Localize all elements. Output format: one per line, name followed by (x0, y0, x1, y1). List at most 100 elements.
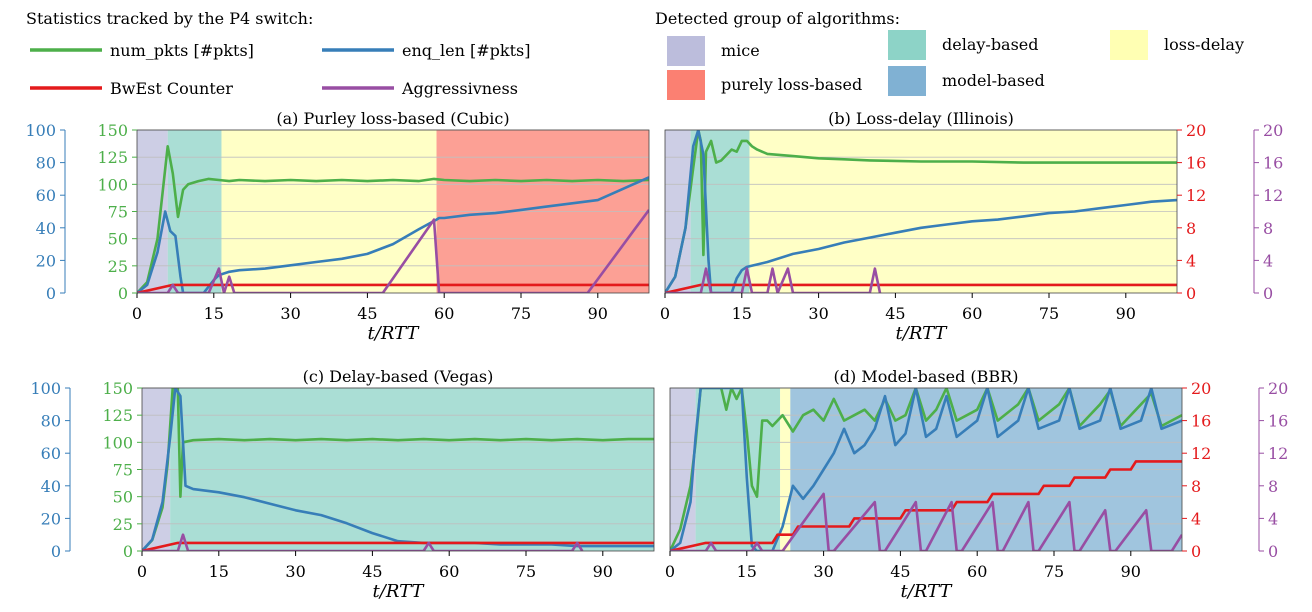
x-tick-label: 75 (511, 304, 531, 323)
y-tick-label-bwest: 12 (1191, 444, 1211, 463)
legend-swatch (1110, 30, 1148, 60)
y-tick-label-enq-len: 100 (30, 379, 61, 398)
stats-legend-title: Statistics tracked by the P4 switch: (26, 9, 313, 28)
x-tick-label: 15 (732, 304, 752, 323)
y-tick-label-enq-len: 40 (36, 219, 56, 238)
y-tick-label-bwest: 20 (1186, 121, 1206, 140)
legend-label: mice (721, 41, 760, 60)
y-tick-label-enq-len: 60 (36, 186, 56, 205)
y-tick-label-aggr: 12 (1268, 444, 1288, 463)
stats-legend-item: num_pkts [#pkts] (30, 41, 254, 60)
y-tick-label-num-pkts: 50 (113, 488, 133, 507)
plot-frame (664, 129, 1178, 294)
y-tick-label-aggr: 8 (1263, 219, 1273, 238)
y-tick-label-num-pkts: 125 (102, 406, 133, 425)
y-tick-label-enq-len: 40 (41, 477, 61, 496)
x-axis-label: t/RTT (901, 581, 954, 602)
series-group (665, 130, 1177, 293)
x-tick-label: 0 (660, 304, 670, 323)
series-num_pkts (137, 145, 649, 293)
groups-legend-item: mice (667, 36, 760, 66)
x-axis-label: t/RTT (373, 581, 426, 602)
series-aggr (670, 492, 1182, 551)
legend-swatch (888, 30, 926, 60)
x-tick-label: 30 (280, 304, 300, 323)
y-tick-label-num-pkts: 150 (102, 379, 133, 398)
y-tick-label-bwest: 20 (1191, 379, 1211, 398)
y-tick-label-aggr: 20 (1263, 121, 1283, 140)
groups-legend-item: purely loss-based (667, 70, 862, 100)
y-tick-label-num-pkts: 125 (97, 148, 128, 167)
x-tick-label: 75 (1039, 304, 1059, 323)
y-tick-label-aggr: 4 (1268, 509, 1278, 528)
legend-swatch (667, 36, 705, 66)
chart-title: (d) Model-based (BBR) (834, 367, 1019, 386)
y-tick-label-aggr: 16 (1268, 412, 1288, 431)
y-tick-label-enq-len: 0 (51, 542, 61, 561)
x-tick-label: 90 (588, 304, 608, 323)
y-tick-label-num-pkts: 0 (118, 284, 128, 303)
y-tick-label-aggr: 0 (1268, 542, 1278, 561)
x-axis-label: t/RTT (896, 323, 949, 344)
x-tick-label: 75 (1044, 562, 1064, 581)
y-tick-label-bwest: 16 (1186, 154, 1206, 173)
chart-title: (b) Loss-delay (Illinois) (828, 109, 1014, 128)
chart-panel: (d) Model-based (BBR) 0 15 30 45 60 75 90 t/RTT 0… (665, 367, 1288, 602)
x-tick-label: 30 (808, 304, 828, 323)
legend-label: purely loss-based (721, 75, 862, 94)
series-group (670, 388, 1182, 551)
legend-swatch (888, 66, 926, 96)
groups-legend-item: loss-delay (1110, 30, 1244, 60)
x-axis-label: t/RTT (368, 323, 421, 344)
x-tick-label: 45 (885, 304, 905, 323)
chart-title: (c) Delay-based (Vegas) (303, 367, 494, 386)
y-tick-label-num-pkts: 100 (102, 433, 133, 452)
x-tick-label: 0 (665, 562, 675, 581)
series-num_pkts (142, 388, 654, 551)
stats-legend-item: Aggressivness (322, 79, 518, 98)
series-group (142, 388, 654, 551)
stats-legend-item: enq_len [#pkts] (322, 41, 530, 60)
series-bwest (670, 460, 1182, 551)
y-tick-label-bwest: 4 (1186, 251, 1196, 270)
y-tick-label-aggr: 20 (1268, 379, 1288, 398)
y-tick-label-aggr: 16 (1263, 154, 1283, 173)
x-tick-label: 90 (593, 562, 613, 581)
chart-panel: (a) Purley loss-based (Cubic) 0 15 30 45 60 75… (25, 109, 650, 344)
legend-label: enq_len [#pkts] (402, 41, 530, 60)
groups-legend-item: model-based (888, 66, 1045, 96)
legend-label: delay-based (942, 35, 1039, 54)
y-tick-label-num-pkts: 25 (113, 515, 133, 534)
x-tick-label: 90 (1121, 562, 1141, 581)
y-tick-label-enq-len: 100 (25, 121, 56, 140)
series-aggr (142, 533, 584, 551)
legend-swatch (667, 70, 705, 100)
series-enq_len (665, 130, 1177, 293)
x-tick-label: 0 (137, 562, 147, 581)
y-tick-label-num-pkts: 25 (108, 257, 128, 276)
x-tick-label: 60 (434, 304, 454, 323)
y-tick-label-aggr: 12 (1263, 186, 1283, 205)
panels: (a) Purley loss-based (Cubic) 0 15 30 45 60 75… (25, 109, 1288, 602)
x-tick-label: 60 (439, 562, 459, 581)
y-tick-label-enq-len: 80 (36, 154, 56, 173)
y-tick-label-aggr: 8 (1268, 477, 1278, 496)
y-tick-label-bwest: 0 (1186, 284, 1196, 303)
x-tick-label: 45 (890, 562, 910, 581)
y-tick-label-bwest: 16 (1191, 412, 1211, 431)
y-tick-label-num-pkts: 50 (108, 230, 128, 249)
legend-label: model-based (942, 71, 1045, 90)
groups-legend-title: Detected group of algorithms: (655, 9, 900, 28)
legend-label: Aggressivness (401, 79, 518, 98)
y-tick-label-enq-len: 0 (46, 284, 56, 303)
x-tick-label: 60 (962, 304, 982, 323)
legend-label: num_pkts [#pkts] (110, 41, 254, 60)
series-aggr (665, 267, 882, 293)
y-tick-label-num-pkts: 75 (113, 461, 133, 480)
y-tick-label-num-pkts: 100 (97, 175, 128, 194)
y-tick-label-enq-len: 80 (41, 412, 61, 431)
x-tick-label: 45 (362, 562, 382, 581)
y-tick-label-enq-len: 60 (41, 444, 61, 463)
legend-label: BwEst Counter (110, 79, 233, 98)
